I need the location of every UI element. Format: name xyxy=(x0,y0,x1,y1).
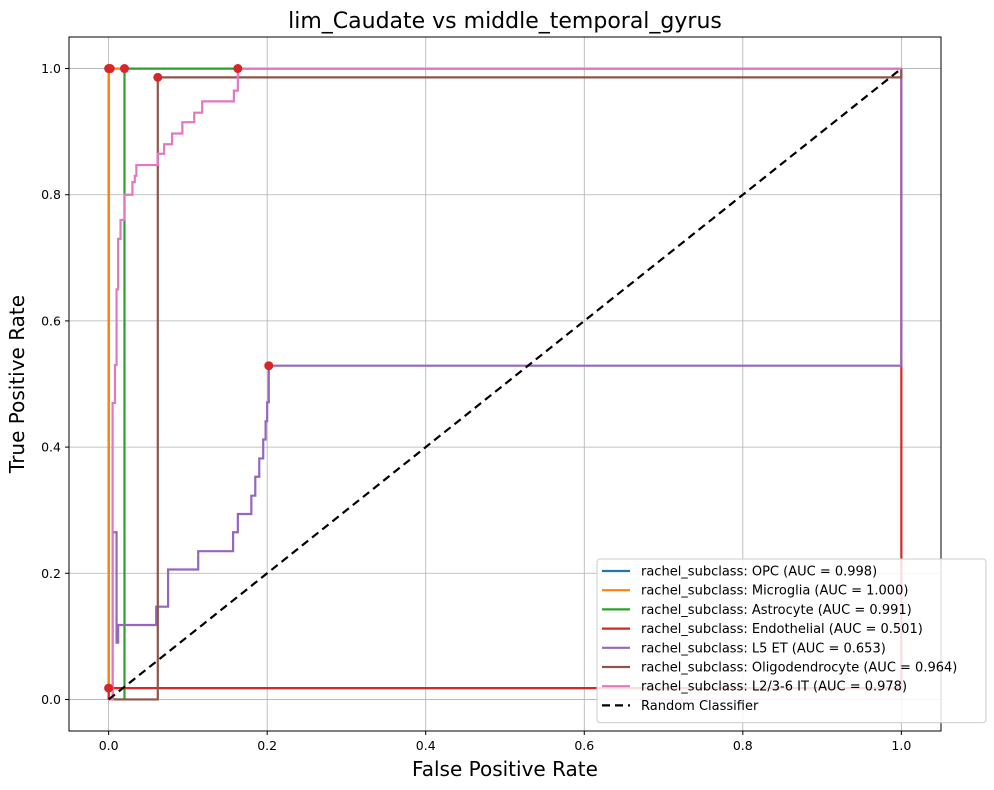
threshold-marker-1 xyxy=(104,64,114,74)
legend: rachel_subclass: OPC (AUC = 0.998) rachel… xyxy=(596,558,987,724)
x-tick-label: 0.4 xyxy=(416,738,436,753)
x-tick-label: 0.0 xyxy=(99,738,119,753)
y-axis-label: True Positive Rate xyxy=(5,295,29,474)
legend-entry: rachel_subclass: L2/3-6 IT (AUC = 0.978) xyxy=(641,680,907,695)
threshold-marker-6 xyxy=(233,64,243,74)
series-line-4 xyxy=(108,68,903,701)
y-tick-label: 0.0 xyxy=(41,692,61,707)
legend-entry: rachel_subclass: Astrocyte (AUC = 0.991) xyxy=(641,603,912,618)
x-axis-label: False Positive Rate xyxy=(412,757,598,781)
threshold-marker-2 xyxy=(119,64,129,74)
axis-ticks: 0.0 0.2 0.4 0.6 0.8 1.0 0.0 0.2 0.4 0.6 0.8 1.0 xyxy=(41,61,911,753)
x-tick-label: 1.0 xyxy=(891,738,911,753)
grid-lines xyxy=(69,37,941,731)
legend-entry: rachel_subclass: Endothelial (AUC = 0.50… xyxy=(641,622,923,637)
threshold-marker-3 xyxy=(104,683,114,693)
y-tick-label: 0.2 xyxy=(41,566,61,581)
chart-title: lim_Caudate vs middle_temporal_gyrus xyxy=(288,9,722,34)
threshold-marker-5 xyxy=(153,72,163,82)
legend-entry: rachel_subclass: OPC (AUC = 0.998) xyxy=(641,565,877,580)
x-tick-label: 0.8 xyxy=(733,738,753,753)
legend-box xyxy=(596,558,987,724)
legend-entry: rachel_subclass: Oligodendrocyte (AUC = … xyxy=(641,661,957,676)
y-tick-label: 0.4 xyxy=(41,440,61,455)
y-tick-label: 0.6 xyxy=(41,313,61,328)
series-line-3 xyxy=(107,68,903,700)
x-tick-label: 0.2 xyxy=(257,738,277,753)
plot-area xyxy=(104,64,903,701)
y-tick-label: 1.0 xyxy=(41,61,61,76)
threshold-marker-4 xyxy=(264,361,274,371)
x-tick-label: 0.6 xyxy=(574,738,594,753)
legend-entry: rachel_subclass: L5 ET (AUC = 0.653) xyxy=(641,641,886,656)
series-line-6 xyxy=(108,67,902,701)
legend-entry: Random Classifier xyxy=(641,699,759,714)
y-tick-label: 0.8 xyxy=(41,187,61,202)
axes-frame xyxy=(68,36,942,732)
legend-entry: rachel_subclass: Microglia (AUC = 1.000) xyxy=(641,584,908,599)
